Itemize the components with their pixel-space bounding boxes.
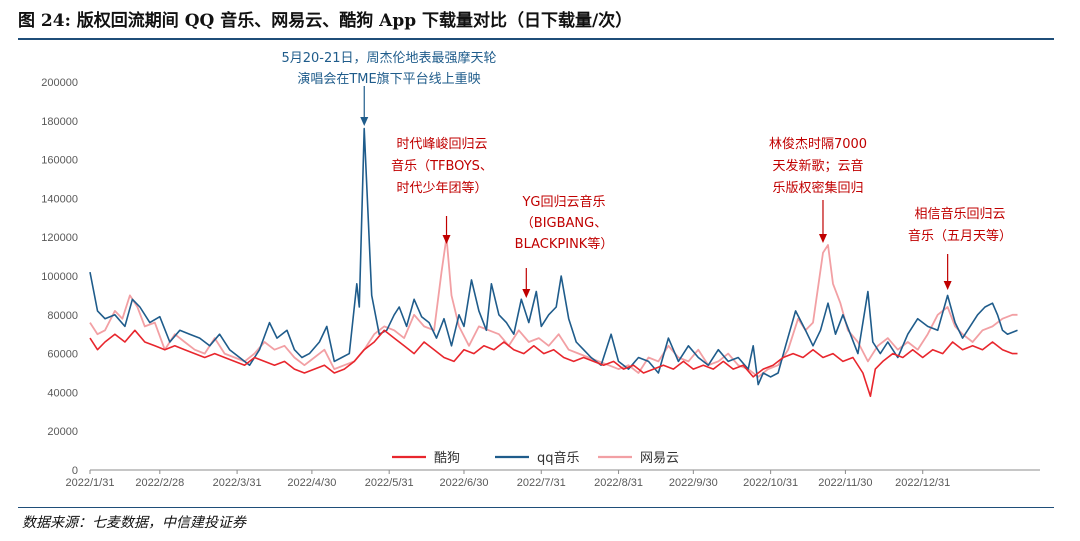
legend-item-kugou: 酷狗 bbox=[392, 451, 460, 466]
annotation-arrow-head bbox=[522, 289, 531, 298]
annotation-text: 乐版权密集回归 bbox=[772, 180, 863, 196]
y-tick-label: 200000 bbox=[41, 77, 78, 89]
y-tick-label: 180000 bbox=[41, 116, 78, 128]
annotation-text: YG回归云音乐 bbox=[521, 194, 605, 210]
footer-rule bbox=[18, 507, 1054, 508]
x-tick-label: 2022/7/31 bbox=[517, 477, 566, 489]
x-tick-label: 2022/8/31 bbox=[594, 477, 643, 489]
title-rule bbox=[18, 38, 1054, 40]
y-tick-label: 60000 bbox=[47, 349, 78, 361]
ann-yg: YG回归云音乐 （BIGBANG、 BLACKPINK等） bbox=[515, 194, 614, 298]
annotation-arrow-head bbox=[818, 234, 827, 243]
x-tick-label: 2022/5/31 bbox=[365, 477, 414, 489]
annotation-text: （BIGBANG、 bbox=[521, 216, 607, 231]
legend-label: 网易云 bbox=[640, 451, 679, 466]
x-tick-label: 2022/9/30 bbox=[669, 477, 718, 489]
annotation-text: 演唱会在TME旗下平台线上重映 bbox=[297, 71, 480, 87]
x-tick-label: 2022/6/30 bbox=[440, 477, 489, 489]
chart-axes: 0 20000 40000 60000 80000 100000 120000 140000 1… bbox=[41, 77, 1040, 489]
series-line-netease bbox=[89, 236, 1018, 378]
legend-label: qq音乐 bbox=[537, 450, 580, 466]
annotation-text: 天发新歌；云音 bbox=[772, 158, 863, 174]
x-tick-label: 2022/12/31 bbox=[895, 477, 950, 489]
series-line-qq bbox=[89, 127, 1018, 386]
annotation-arrow-head bbox=[442, 235, 451, 244]
x-tick-label: 2022/3/31 bbox=[213, 477, 262, 489]
legend-item-netease: 网易云 bbox=[598, 451, 679, 466]
series-line-kugou bbox=[89, 329, 1018, 398]
annotation-arrow-head bbox=[943, 281, 952, 290]
y-tick-label: 120000 bbox=[41, 232, 78, 244]
y-tick-label: 0 bbox=[72, 465, 78, 477]
annotation-text: 音乐（TFBOYS、 bbox=[391, 158, 493, 174]
annotation-text: BLACKPINK等） bbox=[515, 236, 614, 252]
annotation-text: 音乐（五月天等） bbox=[908, 228, 1012, 244]
x-tick-label: 2022/10/31 bbox=[743, 477, 798, 489]
y-tick-label: 40000 bbox=[47, 387, 78, 399]
legend: 酷狗 qq音乐 网易云 bbox=[392, 450, 679, 466]
annotation-layer: 5月20-21日，周杰伦地表最强摩天轮演唱会在TME旗下平台线上重映时代峰峻回归… bbox=[281, 50, 1012, 298]
x-tick-label: 2022/2/28 bbox=[135, 477, 184, 489]
y-tick-label: 100000 bbox=[41, 271, 78, 283]
x-tick-label: 2022/1/31 bbox=[66, 477, 115, 489]
legend-item-qq: qq音乐 bbox=[495, 450, 580, 466]
annotation-text: 5月20-21日，周杰伦地表最强摩天轮 bbox=[281, 50, 496, 66]
y-tick-label: 20000 bbox=[47, 426, 78, 438]
series-layer bbox=[89, 127, 1018, 398]
annotation-text: 相信音乐回归云 bbox=[914, 206, 1005, 222]
y-tick-label: 160000 bbox=[41, 155, 78, 167]
legend-label: 酷狗 bbox=[434, 451, 460, 466]
annotation-arrow-head bbox=[360, 117, 369, 126]
data-source: 数据来源：七麦数据，中信建投证券 bbox=[22, 515, 246, 531]
y-tick-label: 80000 bbox=[47, 310, 78, 322]
figure-title: 图 24: 版权回流期间 QQ 音乐、网易云、酷狗 App 下载量对比（日下载量… bbox=[18, 11, 633, 31]
annotation-text: 林俊杰时隔7000 bbox=[769, 137, 867, 152]
x-tick-label: 2022/4/30 bbox=[287, 477, 336, 489]
y-tick-label: 140000 bbox=[41, 193, 78, 205]
annotation-text: 时代少年团等） bbox=[396, 180, 487, 196]
annotation-text: 时代峰峻回归云 bbox=[396, 136, 487, 152]
x-tick-label: 2022/11/30 bbox=[818, 477, 872, 489]
